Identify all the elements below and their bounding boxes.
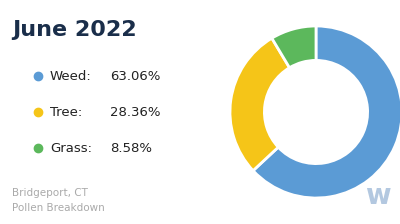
Wedge shape [272,26,316,68]
Wedge shape [253,26,400,198]
Text: 8.58%: 8.58% [110,142,152,155]
Text: Grass:: Grass: [50,142,92,155]
Text: Tree:: Tree: [50,106,82,118]
Text: June 2022: June 2022 [12,20,137,40]
Wedge shape [230,38,290,171]
Text: w: w [365,182,391,210]
Text: 28.36%: 28.36% [110,106,160,118]
Text: 63.06%: 63.06% [110,69,160,82]
Text: Weed:: Weed: [50,69,92,82]
Text: Bridgeport, CT
Pollen Breakdown: Bridgeport, CT Pollen Breakdown [12,188,105,213]
